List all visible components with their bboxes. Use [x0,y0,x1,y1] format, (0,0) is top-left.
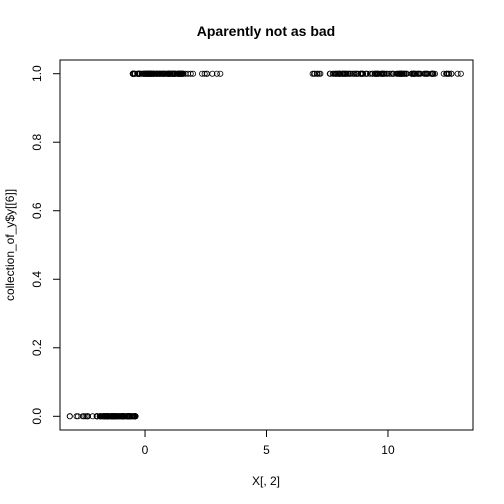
data-point [454,70,461,77]
data-point [457,70,464,77]
data-point [421,70,428,77]
plot-frame [59,59,474,431]
data-point [362,70,369,77]
data-point [374,70,381,77]
data-point [176,70,183,77]
data-point [396,70,403,77]
data-point [448,70,455,77]
data-point [185,70,192,77]
data-point [143,70,150,77]
data-point [413,70,420,77]
data-point [351,70,358,77]
data-point [339,70,346,77]
data-point [140,70,147,77]
data-point [73,413,80,420]
data-point [443,70,450,77]
data-point [213,70,220,77]
data-point [330,70,337,77]
y-tick-label: 0.8 [30,134,44,151]
data-point [153,70,160,77]
data-point [326,70,333,77]
data-point [163,70,170,77]
chart-title: Aparently not as bad [197,23,335,39]
x-tick-label: 0 [142,443,149,457]
data-point [93,413,100,420]
data-point [390,70,397,77]
data-point [134,70,141,77]
data-point [105,413,112,420]
data-point [112,413,119,420]
data-point [96,413,103,420]
data-point [388,70,395,77]
data-point [178,70,185,77]
data-point [110,413,117,420]
data-point [146,70,153,77]
data-point [66,413,73,420]
data-point [169,70,176,77]
data-point [400,70,407,77]
y-axis-label: collection_of_y$y[[6]] [3,189,17,301]
data-point [354,70,361,77]
y-axis: 0.0 0.2 0.4 0.6 0.8 1.0 [30,65,61,425]
data-point [383,70,390,77]
data-point [217,70,224,77]
data-point [431,70,438,77]
data-point [165,70,172,77]
data-point [358,70,365,77]
y-tick-label: 0.4 [30,271,44,288]
data-point [129,70,136,77]
data-point [156,70,163,77]
data-point [102,413,109,420]
x-tick-label: 5 [263,443,270,457]
data-point [120,413,127,420]
y-tick-label: 0.2 [30,339,44,356]
data-point [429,70,436,77]
data-point [424,70,431,77]
data-point [408,70,415,77]
x-tick-label: 10 [381,443,395,457]
data-point [171,70,178,77]
data-point [446,70,453,77]
data-point [422,70,429,77]
data-point [132,413,139,420]
data-point [204,70,211,77]
data-point [316,70,323,77]
data-point [399,70,406,77]
data-point [309,70,316,77]
data-point [182,70,189,77]
x-axis-label: X[, 2] [252,474,280,488]
data-point [346,70,353,77]
data-points [66,70,464,420]
y-tick-label: 0.6 [30,202,44,219]
data-point [333,70,340,77]
x-axis: 0 5 10 [142,429,395,457]
data-point [79,413,86,420]
y-tick-label: 1.0 [30,65,44,82]
data-point [311,70,318,77]
data-point [201,70,208,77]
y-tick-label: 0.0 [30,408,44,425]
data-point [124,413,131,420]
data-point [369,70,376,77]
